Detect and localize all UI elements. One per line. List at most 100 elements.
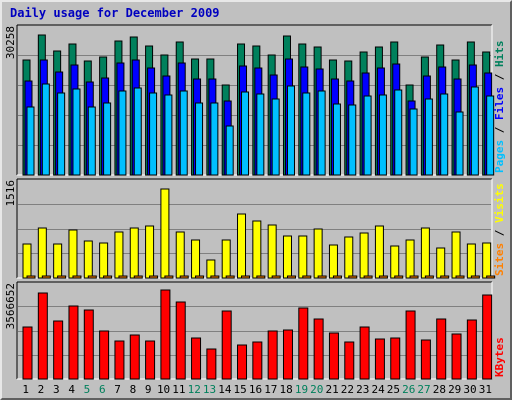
day-label: 4 <box>68 383 75 396</box>
kbytes-bar <box>374 338 385 380</box>
visits-bar <box>129 227 139 279</box>
day-label: 3 <box>53 383 60 396</box>
sites-bar <box>26 275 36 279</box>
visits-bar <box>313 228 323 279</box>
visits-bar <box>206 259 216 279</box>
kbytes-bar <box>482 294 493 380</box>
sites-bar <box>118 275 128 279</box>
sites-bar <box>363 275 373 279</box>
sites-bar <box>271 275 281 279</box>
legend-segment: Visits <box>493 183 506 223</box>
sites-bar <box>378 275 388 279</box>
series-legend-bot: KBytes <box>493 337 506 377</box>
kbytes-bar <box>390 337 401 380</box>
sites-bar <box>225 275 235 279</box>
day-label: 13 <box>203 383 216 396</box>
day-label: 9 <box>145 383 152 396</box>
sites-bar <box>210 275 220 279</box>
pages-bar <box>72 88 81 176</box>
pages-bar <box>133 87 142 176</box>
day-label: 26 <box>402 383 415 396</box>
pages-bar <box>118 90 127 176</box>
day-label: 14 <box>218 383 232 396</box>
pages-bar <box>348 104 357 176</box>
kbytes-bar <box>68 305 79 380</box>
pages-bar <box>87 106 96 176</box>
visits-bar <box>374 225 384 279</box>
pages-bar <box>440 93 449 176</box>
pages-bar <box>26 106 35 176</box>
sites-bar <box>256 275 266 279</box>
day-label: 30 <box>463 383 476 396</box>
day-label: 24 <box>371 383 385 396</box>
legend-segment: / <box>493 223 506 243</box>
sites-bar <box>41 275 51 279</box>
kbytes-bar <box>99 330 110 380</box>
pages-bar <box>317 90 326 176</box>
kbytes-bar <box>282 329 293 380</box>
sites-bar <box>164 275 174 279</box>
day-label: 16 <box>249 383 262 396</box>
visits-bar <box>436 247 446 279</box>
kbytes-bar <box>53 320 64 380</box>
pages-bar <box>164 94 173 176</box>
visits-bar <box>145 225 155 279</box>
pages-bar <box>470 86 479 176</box>
day-label: 10 <box>157 383 170 396</box>
kbytes-bar <box>436 318 447 380</box>
kbytes-bar <box>145 340 156 380</box>
visits-bar <box>160 188 170 279</box>
visits-bar <box>53 243 63 279</box>
day-label: 12 <box>188 383 201 396</box>
day-label: 18 <box>280 383 293 396</box>
day-label: 6 <box>99 383 106 396</box>
sites-bar <box>302 275 312 279</box>
day-label: 20 <box>310 383 323 396</box>
y-max-label: 30258 <box>4 26 17 59</box>
visits-bar <box>83 240 93 279</box>
kbytes-bar <box>466 319 477 380</box>
visits-bar <box>328 244 338 279</box>
day-label: 27 <box>417 383 430 396</box>
pages-bar <box>195 102 204 176</box>
pages-bar <box>241 91 250 176</box>
visits-bar <box>22 243 32 279</box>
pages-bar <box>225 125 234 176</box>
pages-bar <box>210 102 219 176</box>
sites-bar <box>470 275 480 279</box>
pages-bar <box>409 108 418 176</box>
pages-bar <box>256 93 265 176</box>
legend-segment: Hits <box>493 41 506 68</box>
visits-bar <box>114 231 124 279</box>
pages-bar <box>271 98 280 176</box>
kbytes-bar <box>420 339 431 380</box>
pages-bar <box>302 92 311 176</box>
visits-bar <box>420 227 430 279</box>
day-label: 17 <box>264 383 277 396</box>
visits-bar <box>359 232 369 279</box>
legend-segment: Sites <box>493 243 506 276</box>
kbytes-bar <box>175 301 186 380</box>
kbytes-bar <box>221 310 232 380</box>
sites-bar <box>455 275 465 279</box>
sites-bar <box>486 275 496 279</box>
pages-bar <box>332 103 341 176</box>
sites-bar <box>149 275 159 279</box>
visits-bar <box>482 242 492 279</box>
pages-bar <box>394 89 403 176</box>
sites-bar <box>409 275 419 279</box>
visits-bar <box>390 245 400 279</box>
pages-bar <box>57 92 66 176</box>
pages-bar <box>149 92 158 176</box>
day-label: 15 <box>234 383 247 396</box>
kbytes-bar <box>191 337 202 380</box>
sites-bar <box>394 275 404 279</box>
pages-bar <box>103 102 112 176</box>
sites-bar <box>317 275 327 279</box>
visits-bar <box>221 239 231 279</box>
visits-bar <box>191 239 201 279</box>
kbytes-bar <box>237 344 248 380</box>
legend-segment: / <box>493 67 506 87</box>
pages-bar <box>286 85 295 176</box>
kbytes-bar <box>405 310 416 380</box>
